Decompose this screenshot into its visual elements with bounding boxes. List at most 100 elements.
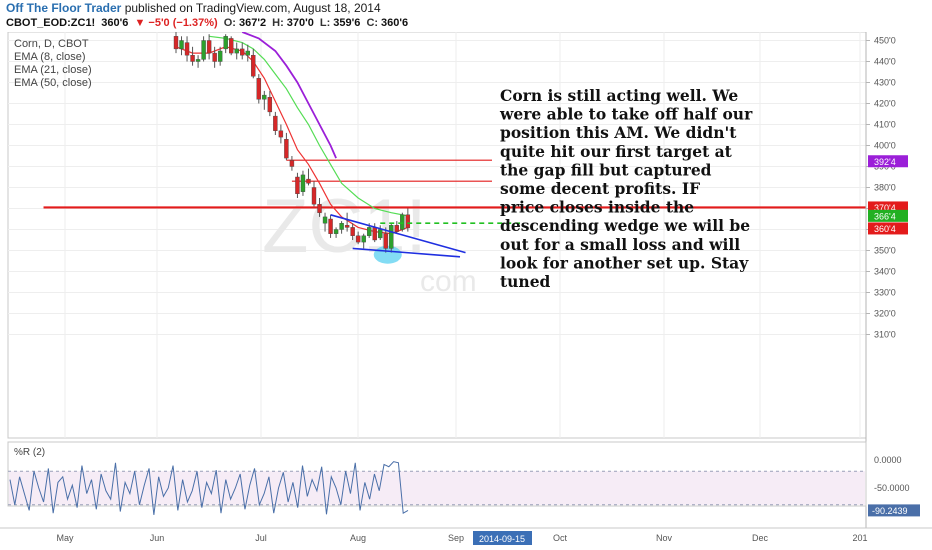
price-badge-label: 366'4 <box>874 211 896 221</box>
resistance-lines[interactable] <box>43 159 866 209</box>
y-tick-label: 330'0 <box>874 288 896 298</box>
high-value: 370'0 <box>286 17 314 29</box>
y-tick-label: 450'0 <box>874 36 896 46</box>
last-price: 360'6 <box>101 17 129 29</box>
x-tick-label: Jun <box>150 533 165 543</box>
candle-body <box>383 233 388 249</box>
candle-body <box>217 50 223 62</box>
osc-title: %R (2) <box>14 447 45 458</box>
legend-item: EMA (21, close) <box>14 64 92 76</box>
annotation-line: Corn is still acting well. We <box>500 86 738 105</box>
candle-body <box>372 227 377 241</box>
publish-info: published on TradingView.com, August 18,… <box>124 1 381 15</box>
legend-item: EMA (8, close) <box>14 51 86 63</box>
candle-body <box>206 40 212 54</box>
price-change: ▼ −5'0 (−1.37%) <box>134 17 218 29</box>
x-tick-label: 201 <box>852 533 867 543</box>
x-tick-label: May <box>56 533 74 543</box>
candle-body <box>234 48 239 54</box>
quote-line: CBOT_EOD:ZC1! 360'6 ▼ −5'0 (−1.37%) O: 36… <box>6 17 411 29</box>
annotation-line: price closes inside the <box>500 198 694 217</box>
price-axis-bg <box>866 32 932 528</box>
candles <box>173 32 411 253</box>
candle-body <box>295 176 300 194</box>
y-tick-label: 380'0 <box>874 183 896 193</box>
legend-item: EMA (50, close) <box>14 77 92 89</box>
publish-line: Off The Floor Trader published on Tradin… <box>6 1 381 15</box>
annotation-line: out for a small loss and will <box>500 235 740 254</box>
candle-body <box>400 214 405 230</box>
price-badge <box>868 222 908 235</box>
y-tick-label: 420'0 <box>874 99 896 109</box>
candle-body <box>311 187 317 205</box>
price-badge-label: 360'4 <box>874 224 896 234</box>
candle-body <box>240 48 245 56</box>
candle-body <box>405 214 411 229</box>
y-tick-label: 430'0 <box>874 78 896 88</box>
candle-body <box>190 55 195 62</box>
price-axis[interactable]: 450'0440'0430'0420'0410'0400'0390'0380'0… <box>865 32 932 528</box>
y-tick-label: 410'0 <box>874 120 896 130</box>
price-badge <box>868 209 908 222</box>
date-badge-label: 2014-09-15 <box>479 534 525 544</box>
main-pane[interactable] <box>7 32 867 439</box>
candle-body <box>322 216 328 224</box>
candle-body <box>195 59 201 62</box>
wedge-line <box>352 247 461 258</box>
candle-body <box>273 115 278 131</box>
main-plot-area <box>7 32 867 439</box>
candle-body <box>378 229 383 239</box>
osc-tick-label: 0.0000 <box>874 455 902 465</box>
symbol-label: CBOT_EOD:ZC1! <box>6 17 96 29</box>
annotation-line: were able to take off half our <box>499 105 753 124</box>
candle-body <box>333 229 339 234</box>
ema-line <box>175 46 409 235</box>
y-tick-label: 400'0 <box>874 141 896 151</box>
candle-body <box>328 218 333 234</box>
annotation-line: look for another set up. Stay <box>500 253 749 272</box>
oscillator-pane[interactable]: %R (2) 0.0000 -50.0000 -90.2439 <box>7 441 920 517</box>
candle-body <box>184 42 190 56</box>
close-label: C: <box>366 17 379 29</box>
price-badge-label: 392'4 <box>874 157 896 167</box>
candle-body <box>361 235 366 243</box>
candle-body <box>350 227 355 236</box>
osc-tick-label: -50.0000 <box>874 483 910 493</box>
open-label: O: <box>223 17 236 29</box>
y-tick-label: 440'0 <box>874 57 896 67</box>
x-tick-label: Oct <box>553 533 568 543</box>
y-tick-label: 340'0 <box>874 267 896 277</box>
annotation-line: descending wedge we will be <box>500 216 750 235</box>
candle-body <box>317 204 322 213</box>
candle-body <box>179 40 184 50</box>
time-axis[interactable]: May Jun Jul Aug Sep Oct Nov Dec 201 2014-09-15 <box>0 527 932 545</box>
y-tick-label: 310'0 <box>874 330 896 340</box>
price-badge <box>868 155 908 168</box>
candle-body <box>262 94 267 100</box>
osc-value-label: -90.2439 <box>872 506 908 516</box>
x-tick-label: Dec <box>752 533 769 543</box>
candle-body <box>300 174 306 192</box>
candle-body <box>251 55 256 77</box>
date-badge <box>473 531 532 545</box>
candle-body <box>256 78 261 100</box>
candle-body <box>339 222 344 230</box>
osc-band <box>9 471 865 505</box>
osc-value-badge <box>868 504 920 517</box>
candle-body <box>245 50 250 56</box>
candle-body <box>389 225 394 249</box>
open-value: 367'2 <box>238 17 267 29</box>
chart-header: Off The Floor Trader published on Tradin… <box>0 0 932 32</box>
wedge-lines[interactable] <box>330 214 466 258</box>
candle-body <box>212 52 217 62</box>
candle-body <box>228 38 234 54</box>
ema-line <box>241 32 337 159</box>
author-link[interactable]: Off The Floor Trader <box>6 1 122 15</box>
annotation-line: tuned <box>500 272 551 291</box>
annotation-line: some decent profits. IF <box>500 179 700 198</box>
low-value: 359'6 <box>333 17 361 29</box>
